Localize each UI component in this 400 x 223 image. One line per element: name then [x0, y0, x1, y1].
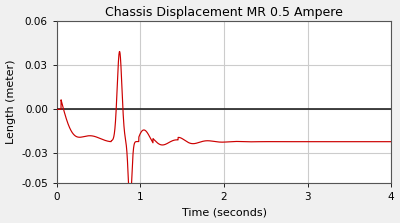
- X-axis label: Time (seconds): Time (seconds): [182, 207, 266, 217]
- Y-axis label: Length (meter): Length (meter): [6, 60, 16, 144]
- Title: Chassis Displacement MR 0.5 Ampere: Chassis Displacement MR 0.5 Ampere: [105, 6, 343, 19]
